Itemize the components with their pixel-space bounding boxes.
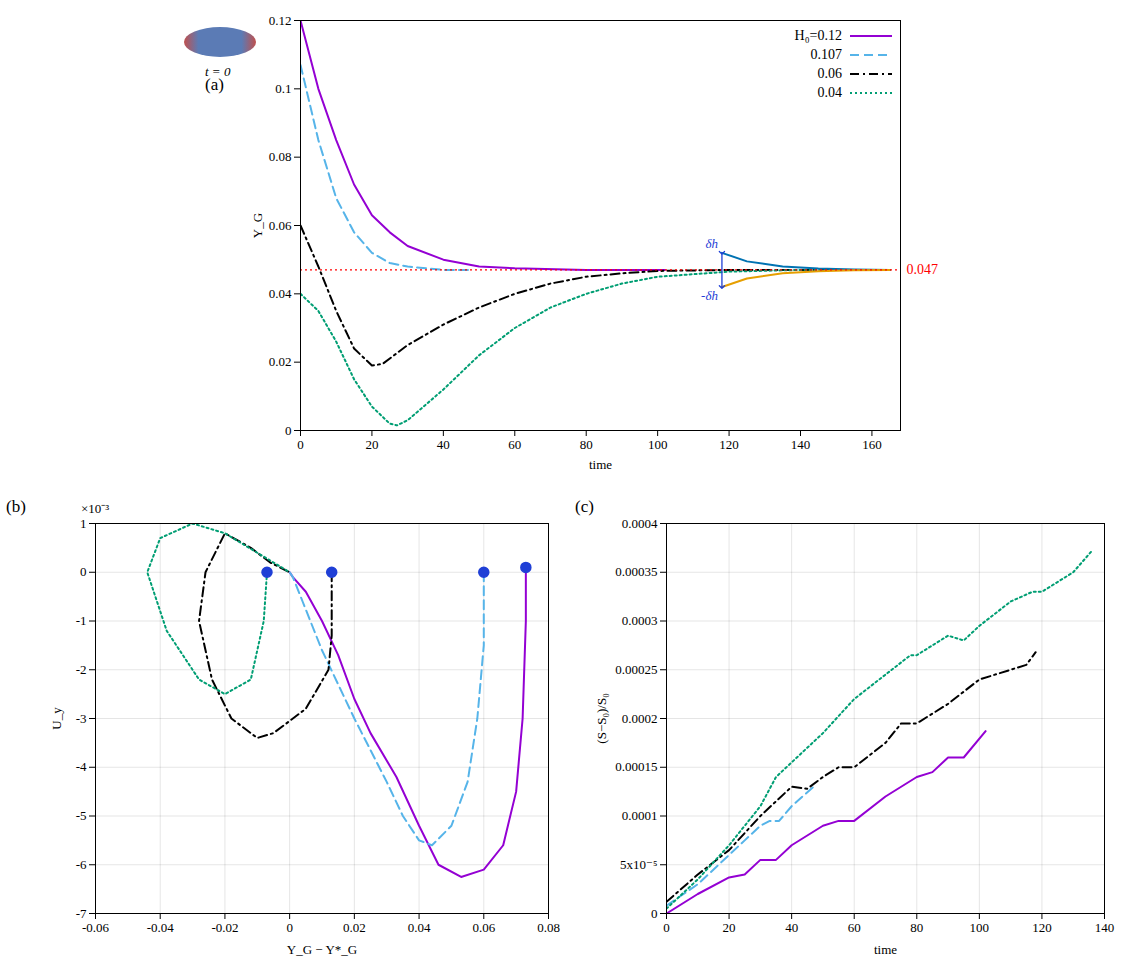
svg-text:Y_G − Y*_G: Y_G − Y*_G [287, 942, 357, 957]
svg-text:100: 100 [648, 437, 668, 452]
html-text:(b): (b) [6, 497, 26, 516]
svg-text:0.02: 0.02 [343, 920, 366, 935]
svg-text:-3: -3 [76, 711, 87, 726]
svg-text:5x10⁻⁵: 5x10⁻⁵ [620, 857, 657, 872]
svg-text:0.12: 0.12 [269, 13, 292, 28]
svg-text:Y_G: Y_G [250, 213, 265, 238]
svg-text:120: 120 [1032, 920, 1052, 935]
svg-text:0.00035: 0.00035 [615, 564, 657, 579]
svg-text:-7: -7 [76, 906, 87, 921]
svg-text:0.0002: 0.0002 [622, 711, 658, 726]
svg-text:0.047: 0.047 [907, 262, 939, 277]
svg-text:0.0003: 0.0003 [622, 613, 658, 628]
svg-text:140: 140 [1095, 920, 1115, 935]
svg-text:0: 0 [286, 920, 293, 935]
svg-text:time: time [589, 457, 612, 472]
svg-text:0: 0 [297, 437, 304, 452]
svg-text:0: 0 [285, 423, 292, 438]
svg-text:-2: -2 [76, 662, 87, 677]
svg-text:0.00025: 0.00025 [615, 662, 657, 677]
svg-text:0: 0 [651, 906, 658, 921]
svg-text:0.00015: 0.00015 [615, 759, 657, 774]
svg-text:0.06: 0.06 [269, 218, 292, 233]
html-text:0.06: 0.06 [817, 65, 842, 81]
svg-text:0.0004: 0.0004 [622, 516, 658, 531]
svg-text:time: time [874, 942, 897, 957]
html-text:(c): (c) [575, 497, 594, 516]
svg-text:0.04: 0.04 [408, 920, 431, 935]
svg-text:100: 100 [970, 920, 990, 935]
html-text:H₀=0.12: H₀=0.12 [794, 27, 842, 43]
svg-text:(S−S₀)/S₀: (S−S₀)/S₀ [594, 693, 609, 743]
html-text:(a): (a) [205, 75, 224, 94]
svg-text:60: 60 [848, 920, 861, 935]
svg-text:60: 60 [508, 437, 521, 452]
html-text:0.107: 0.107 [810, 46, 842, 62]
svg-text:0.02: 0.02 [269, 354, 292, 369]
svg-text:40: 40 [437, 437, 450, 452]
svg-text:0.0001: 0.0001 [622, 808, 658, 823]
svg-text:80: 80 [580, 437, 593, 452]
svg-text:-6: -6 [76, 857, 87, 872]
svg-text:20: 20 [365, 437, 378, 452]
svg-text:40: 40 [785, 920, 798, 935]
svg-text:120: 120 [719, 437, 739, 452]
svg-text:0: 0 [80, 564, 87, 579]
svg-text:-1: -1 [76, 613, 87, 628]
svg-text:80: 80 [910, 920, 923, 935]
svg-text:-0.04: -0.04 [147, 920, 175, 935]
svg-text:δh: δh [705, 236, 718, 251]
svg-text:160: 160 [862, 437, 882, 452]
svg-text:-0.02: -0.02 [211, 920, 238, 935]
svg-text:0.06: 0.06 [472, 920, 495, 935]
html-text:0.04: 0.04 [817, 84, 842, 100]
svg-text:0.1: 0.1 [275, 81, 291, 96]
svg-text:0: 0 [663, 920, 670, 935]
html-text:×10⁻³: ×10⁻³ [81, 501, 110, 516]
svg-text:1: 1 [80, 516, 87, 531]
svg-text:0.08: 0.08 [269, 149, 292, 164]
svg-text:0.04: 0.04 [269, 286, 292, 301]
svg-text:0.08: 0.08 [537, 920, 560, 935]
svg-text:-δh: -δh [701, 288, 718, 303]
svg-text:20: 20 [723, 920, 736, 935]
svg-text:-5: -5 [76, 808, 87, 823]
svg-text:-4: -4 [76, 759, 87, 774]
svg-text:140: 140 [791, 437, 811, 452]
svg-text:-0.06: -0.06 [82, 920, 110, 935]
svg-text:U_y: U_y [49, 707, 64, 730]
html-text:t = 0: t = 0 [205, 64, 231, 79]
